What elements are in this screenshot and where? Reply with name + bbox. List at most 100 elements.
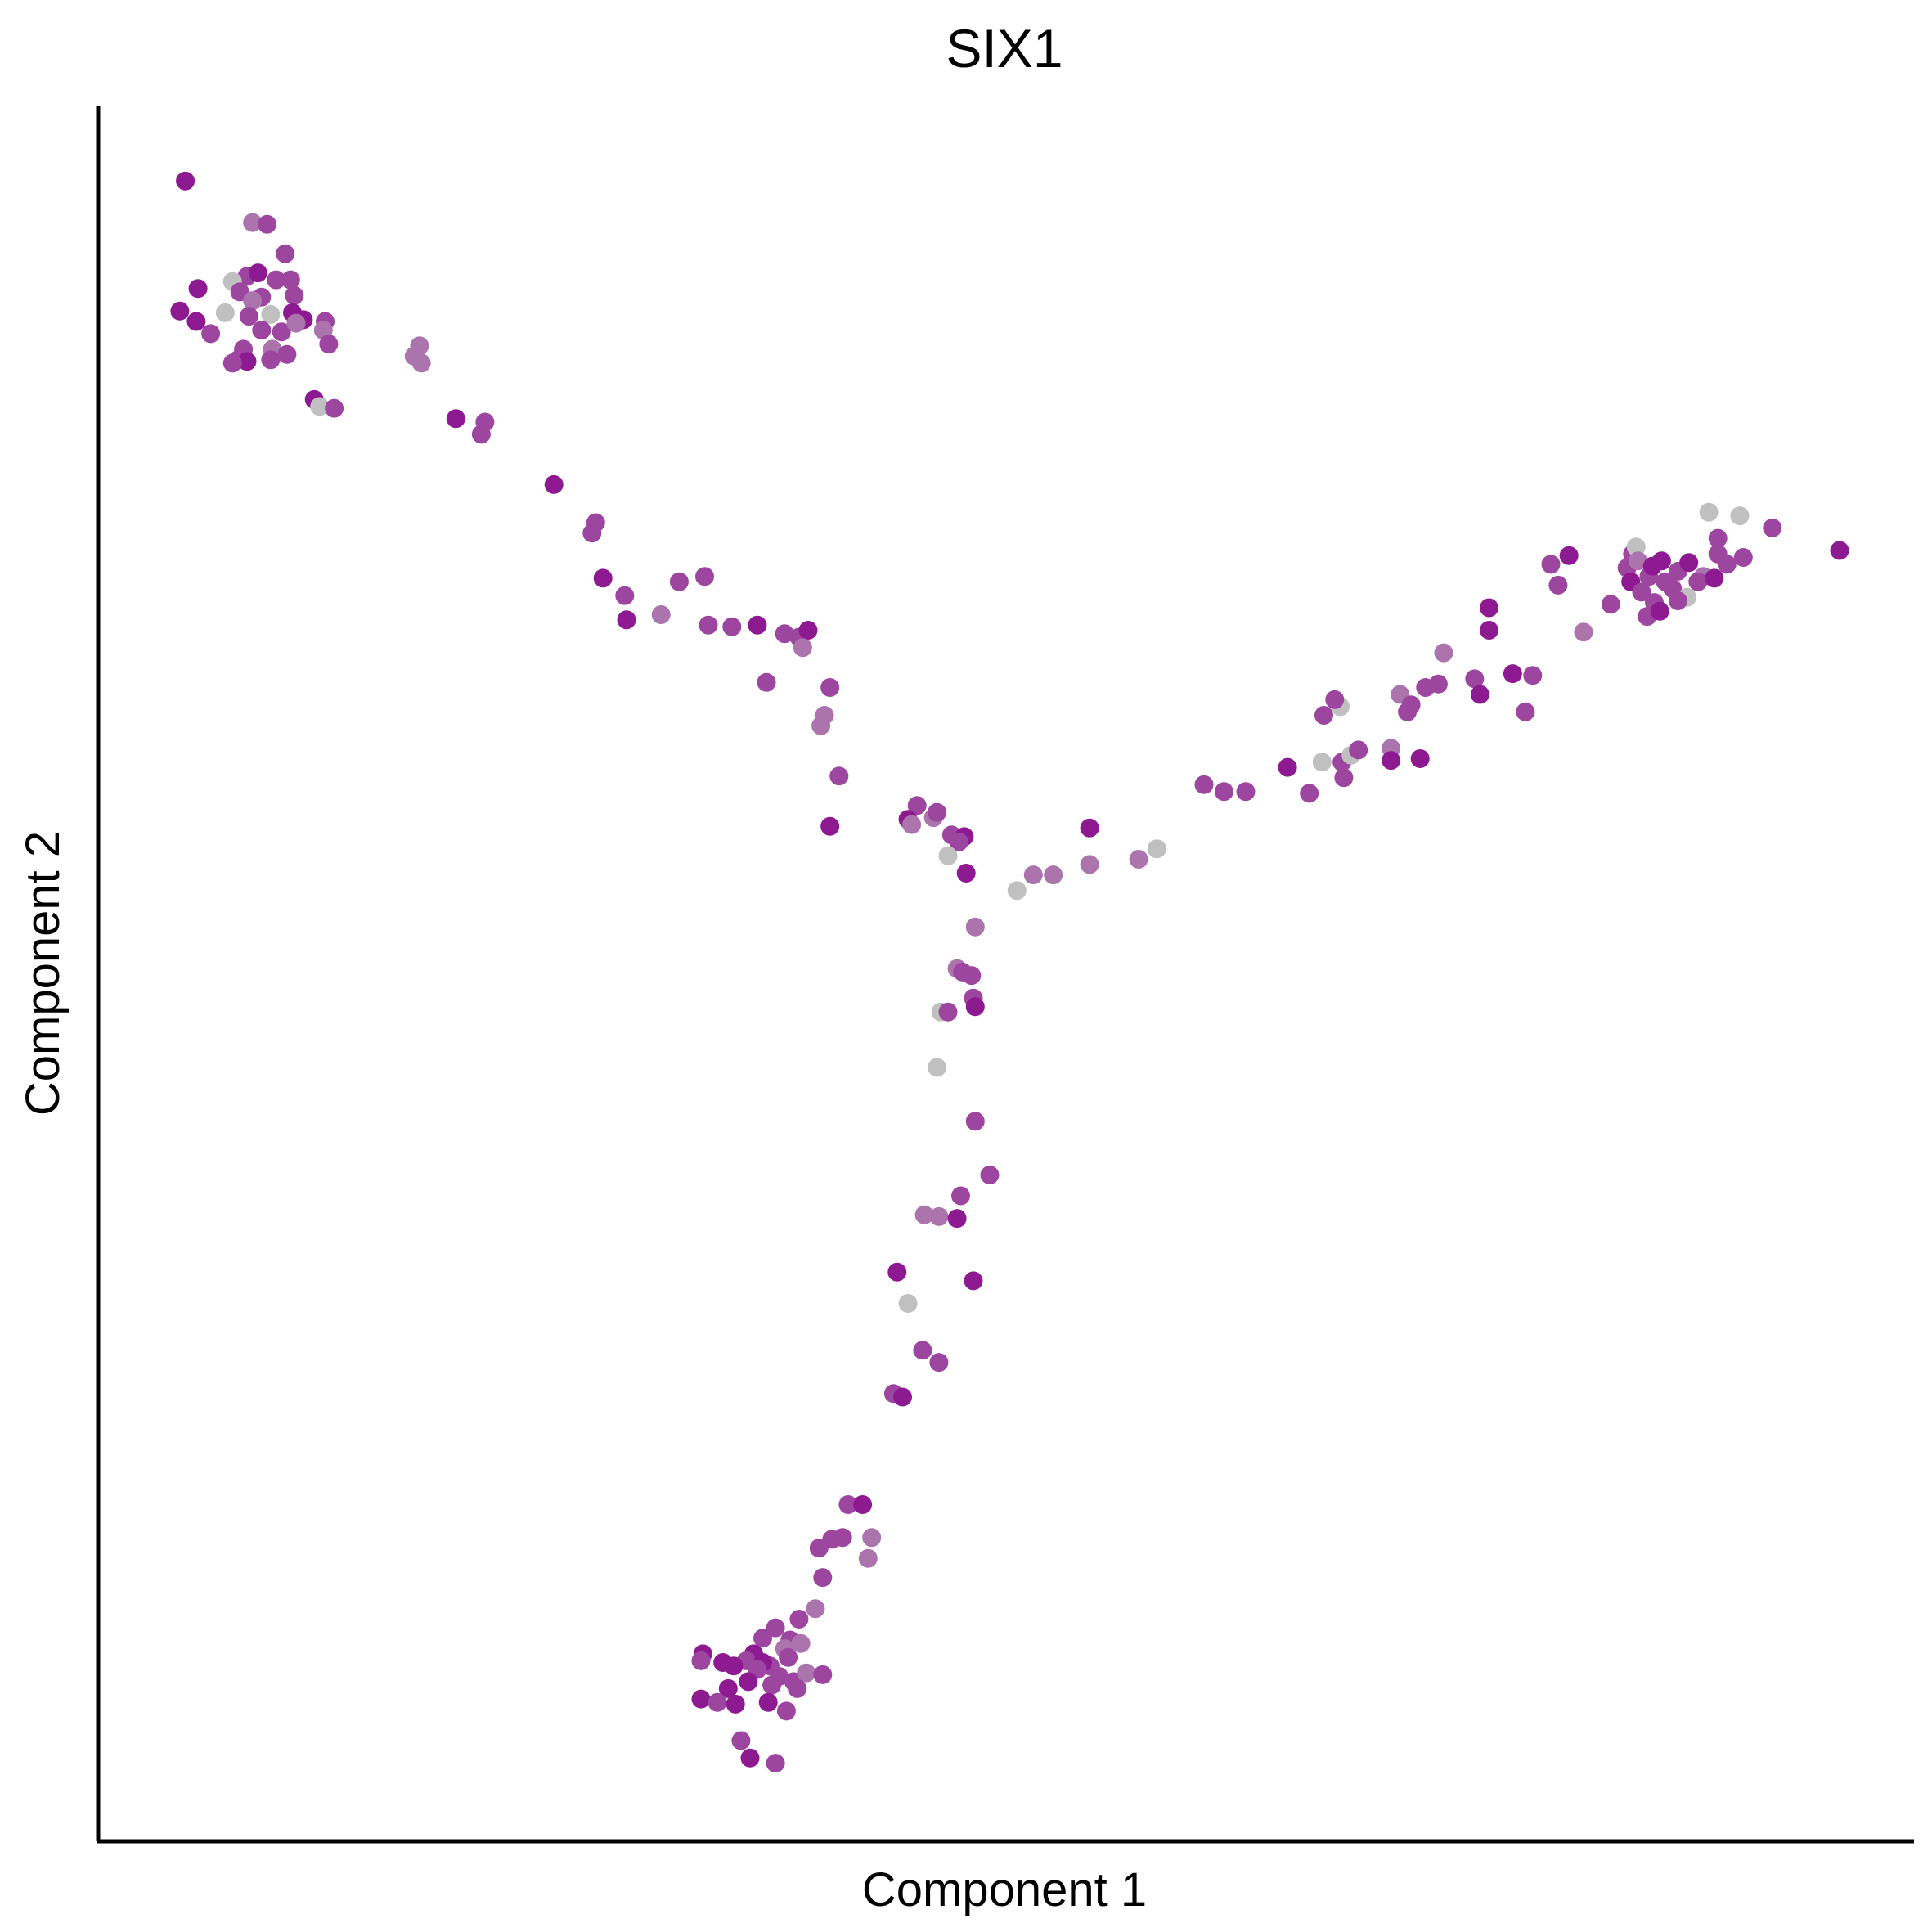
data-point (176, 171, 195, 191)
data-point (215, 303, 235, 322)
data-point (1632, 582, 1651, 602)
data-point (965, 997, 985, 1017)
data-point (947, 1209, 967, 1229)
data-point (1470, 685, 1489, 704)
data-point (938, 846, 958, 865)
data-point (1214, 782, 1233, 802)
data-point (267, 270, 286, 290)
data-point (1129, 850, 1148, 869)
data-point (188, 279, 208, 299)
data-point (319, 335, 339, 354)
data-point (285, 285, 304, 305)
data-point (757, 672, 776, 692)
data-point (813, 1665, 833, 1684)
data-point (718, 1678, 738, 1698)
data-point (722, 617, 742, 636)
data-point (907, 796, 927, 815)
data-point (914, 1205, 934, 1224)
data-point (858, 1548, 878, 1568)
data-point (980, 1166, 1000, 1184)
data-point (791, 1633, 811, 1653)
data-point (243, 213, 263, 232)
data-point (956, 864, 976, 883)
data-point (811, 716, 831, 735)
data-point (1334, 768, 1354, 788)
data-point (1626, 537, 1646, 557)
data-point (1480, 621, 1498, 640)
data-point (1503, 664, 1522, 684)
data-point (252, 321, 272, 340)
data-point (411, 353, 431, 373)
data-point (248, 263, 267, 283)
data-point (1541, 555, 1561, 574)
data-point (237, 352, 257, 371)
data-point (1763, 518, 1782, 537)
data-point (593, 568, 613, 588)
data-point (1023, 865, 1043, 885)
data-point (1830, 541, 1849, 560)
data-point (261, 305, 281, 324)
data-point (1548, 575, 1568, 595)
data-point (758, 1692, 778, 1712)
data-point (1650, 601, 1669, 621)
data-point (862, 1528, 882, 1548)
data-point (753, 1629, 772, 1648)
data-point (1629, 551, 1648, 571)
data-point (838, 1495, 858, 1514)
data-point (766, 1754, 785, 1773)
data-point (739, 1672, 758, 1692)
data-point (928, 802, 947, 822)
data-point (788, 1678, 807, 1698)
points-layer (170, 171, 1849, 1773)
data-point (708, 1692, 727, 1712)
data-point (239, 307, 258, 326)
data-point (1465, 669, 1485, 689)
data-point (617, 610, 636, 630)
data-point (186, 312, 206, 331)
data-point (1679, 553, 1699, 573)
data-point (276, 244, 295, 263)
data-point (887, 1262, 907, 1282)
data-point (766, 1618, 785, 1638)
data-point (1147, 839, 1166, 859)
data-point (775, 624, 794, 644)
data-point (913, 1341, 932, 1360)
data-point (1007, 881, 1027, 901)
data-point (902, 815, 922, 834)
data-point (964, 1271, 983, 1291)
data-point (965, 917, 985, 937)
data-point (1080, 855, 1099, 874)
data-point (762, 1675, 782, 1695)
data-point (965, 1112, 985, 1131)
data-point (809, 1539, 829, 1558)
data-point (544, 474, 564, 494)
data-point (1410, 749, 1430, 768)
data-point (1705, 568, 1724, 588)
data-point (820, 678, 840, 697)
data-point (929, 1206, 949, 1226)
data-point (1480, 598, 1498, 618)
data-point (1314, 706, 1333, 725)
data-point (949, 832, 968, 851)
data-point (286, 313, 306, 333)
data-point (1559, 546, 1579, 565)
data-point (1312, 753, 1332, 772)
data-point (1382, 751, 1401, 771)
data-point (820, 816, 840, 836)
data-point (731, 1731, 751, 1750)
data-point (726, 1694, 745, 1714)
data-point (789, 1610, 809, 1629)
data-point (1398, 702, 1418, 721)
data-point (1651, 551, 1671, 571)
data-point (1325, 690, 1345, 709)
data-point (1733, 548, 1753, 567)
data-point (938, 1002, 958, 1022)
data-point (1434, 643, 1453, 663)
data-point (1688, 572, 1708, 591)
data-point (1428, 674, 1448, 694)
data-point (201, 324, 221, 344)
data-point (651, 605, 671, 624)
data-point (261, 350, 281, 370)
